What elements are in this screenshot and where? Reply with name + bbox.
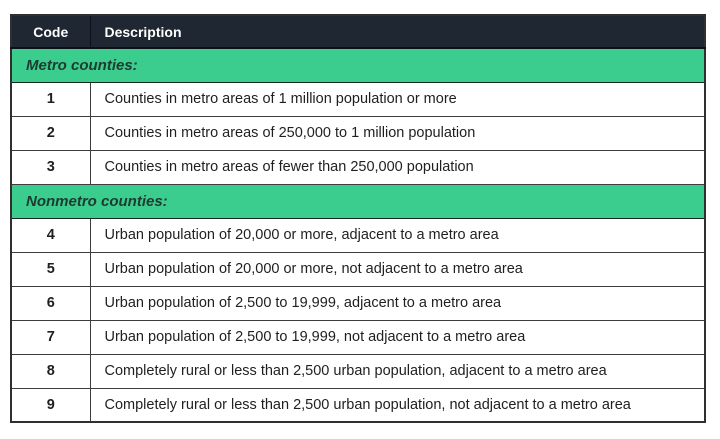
column-header-description: Description — [89, 14, 706, 49]
code-cell: 6 — [10, 285, 91, 321]
description-cell: Counties in metro areas of 250,000 to 1 … — [89, 115, 706, 151]
column-header-code: Code — [10, 14, 91, 49]
table-row: 5 Urban population of 20,000 or more, no… — [10, 251, 706, 287]
table-row: 2 Counties in metro areas of 250,000 to … — [10, 115, 706, 151]
code-cell: 9 — [10, 387, 91, 423]
code-cell: 1 — [10, 81, 91, 117]
table-row: 4 Urban population of 20,000 or more, ad… — [10, 217, 706, 253]
table-row: 3 Counties in metro areas of fewer than … — [10, 149, 706, 185]
description-cell: Urban population of 2,500 to 19,999, adj… — [89, 285, 706, 321]
section-row-nonmetro: Nonmetro counties: — [10, 183, 706, 219]
description-cell: Counties in metro areas of fewer than 25… — [89, 149, 706, 185]
code-cell: 8 — [10, 353, 91, 389]
header-row: Code Description — [10, 14, 706, 49]
code-cell: 2 — [10, 115, 91, 151]
code-cell: 3 — [10, 149, 91, 185]
section-row-metro: Metro counties: — [10, 47, 706, 83]
table-header: Code Description — [10, 14, 706, 49]
table-row: 9 Completely rural or less than 2,500 ur… — [10, 387, 706, 423]
description-cell: Urban population of 20,000 or more, adja… — [89, 217, 706, 253]
description-cell: Completely rural or less than 2,500 urba… — [89, 353, 706, 389]
table-row: 6 Urban population of 2,500 to 19,999, a… — [10, 285, 706, 321]
section-header-metro: Metro counties: — [10, 47, 706, 83]
code-cell: 7 — [10, 319, 91, 355]
code-cell: 4 — [10, 217, 91, 253]
rural-urban-codes-table: Code Description Metro counties: 1 Count… — [10, 14, 706, 423]
table-row: 8 Completely rural or less than 2,500 ur… — [10, 353, 706, 389]
code-cell: 5 — [10, 251, 91, 287]
description-cell: Counties in metro areas of 1 million pop… — [89, 81, 706, 117]
description-cell: Completely rural or less than 2,500 urba… — [89, 387, 706, 423]
section-header-nonmetro: Nonmetro counties: — [10, 183, 706, 219]
description-cell: Urban population of 20,000 or more, not … — [89, 251, 706, 287]
table-row: 1 Counties in metro areas of 1 million p… — [10, 81, 706, 117]
table-row: 7 Urban population of 2,500 to 19,999, n… — [10, 319, 706, 355]
description-cell: Urban population of 2,500 to 19,999, not… — [89, 319, 706, 355]
